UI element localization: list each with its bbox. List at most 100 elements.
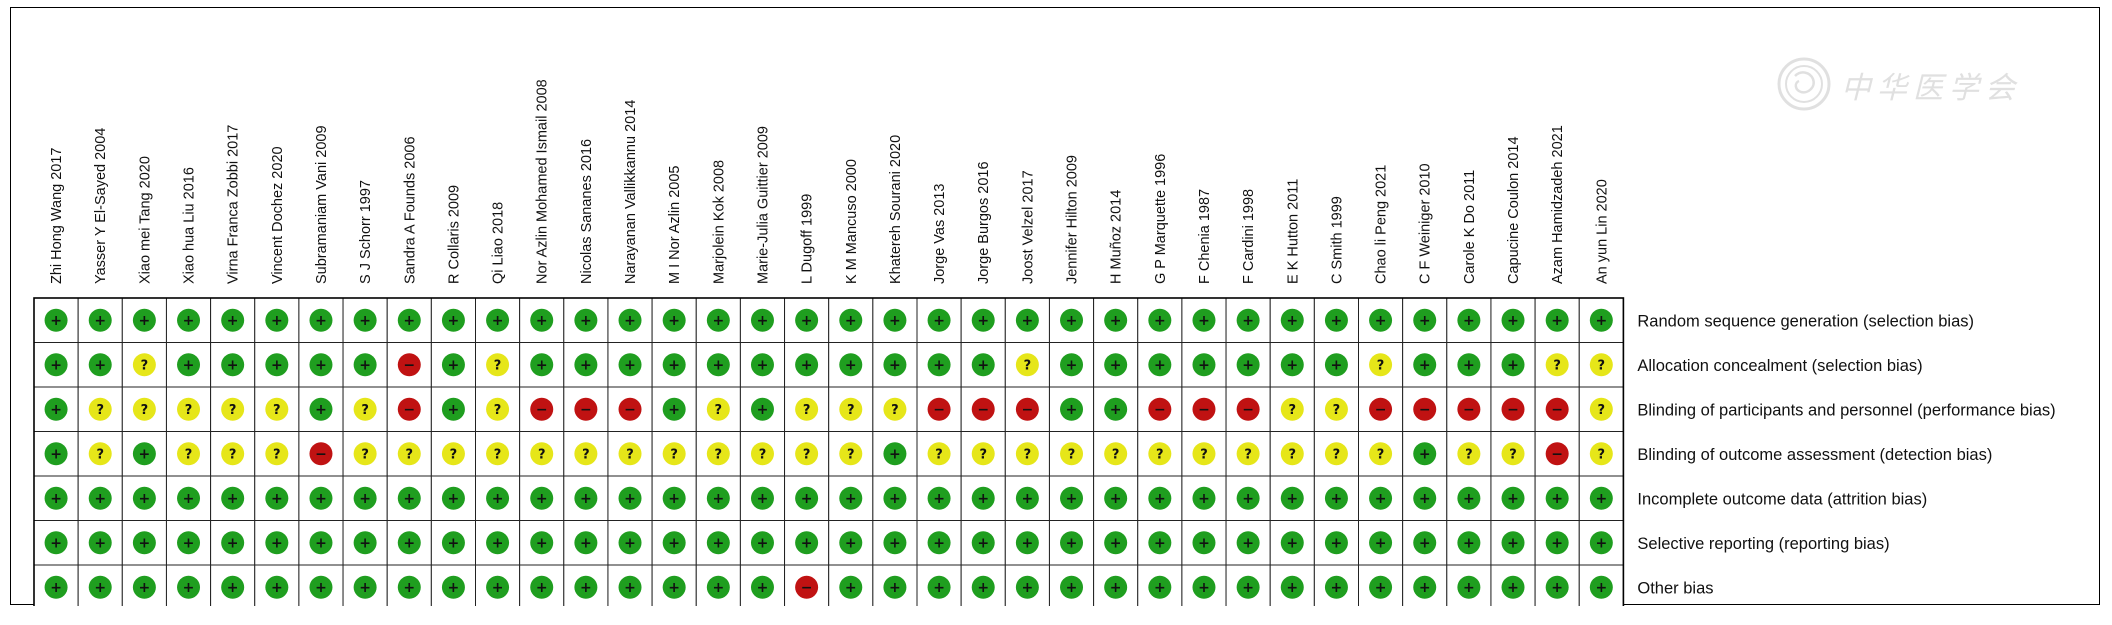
low-risk-symbol: + <box>1066 491 1078 507</box>
low-risk-mark <box>44 308 68 332</box>
low-risk-symbol: + <box>889 491 901 507</box>
unclear-risk-symbol: ? <box>361 447 369 462</box>
low-risk-mark <box>618 531 642 555</box>
low-risk-mark <box>88 486 112 510</box>
study-label-joost-velzel-2017: Joost Velzel 2017 <box>1020 170 1036 284</box>
low-risk-mark <box>1413 486 1437 510</box>
low-risk-mark <box>88 353 112 377</box>
unclear-risk-symbol: ? <box>96 447 104 462</box>
low-risk-mark <box>441 531 465 555</box>
low-risk-symbol: + <box>50 446 62 462</box>
domain-labels: Random sequence generation (selection bi… <box>1637 312 2055 597</box>
unclear-risk-mark <box>574 442 598 466</box>
low-risk-symbol: + <box>1331 313 1343 329</box>
low-risk-symbol: + <box>139 491 151 507</box>
low-risk-symbol: + <box>757 535 769 551</box>
low-risk-symbol: + <box>977 491 989 507</box>
high-risk-symbol: − <box>1375 402 1387 418</box>
low-risk-symbol: + <box>889 313 901 329</box>
low-risk-symbol: + <box>889 357 901 373</box>
low-risk-symbol: + <box>1551 580 1563 596</box>
low-risk-symbol: + <box>1419 491 1431 507</box>
high-risk-symbol: − <box>1198 402 1210 418</box>
low-risk-mark <box>1060 531 1084 555</box>
low-risk-symbol: + <box>1507 357 1519 373</box>
low-risk-symbol: + <box>933 580 945 596</box>
low-risk-symbol: + <box>668 491 680 507</box>
low-risk-symbol: + <box>977 313 989 329</box>
low-risk-symbol: + <box>227 313 239 329</box>
low-risk-symbol: + <box>977 357 989 373</box>
low-risk-mark <box>1413 531 1437 555</box>
low-risk-mark <box>795 486 819 510</box>
low-risk-symbol: + <box>403 580 415 596</box>
low-risk-symbol: + <box>1463 535 1475 551</box>
low-risk-mark <box>1324 308 1348 332</box>
low-risk-mark <box>662 486 686 510</box>
low-risk-mark <box>353 353 377 377</box>
low-risk-mark <box>971 531 995 555</box>
low-risk-mark <box>795 308 819 332</box>
study-label-subramaniam-vani-2009: Subramaniam Vani 2009 <box>314 125 330 284</box>
low-risk-symbol: + <box>757 402 769 418</box>
unclear-risk-symbol: ? <box>1289 447 1297 462</box>
unclear-risk-symbol: ? <box>803 403 811 418</box>
low-risk-symbol: + <box>448 491 460 507</box>
low-risk-mark <box>265 486 289 510</box>
grid-cell <box>165 386 212 432</box>
low-risk-mark <box>441 486 465 510</box>
low-risk-mark <box>706 486 730 510</box>
study-label-xiao-mei-tang-2020: Xiao mei Tang 2020 <box>137 156 153 284</box>
unclear-risk-mark <box>1148 442 1172 466</box>
low-risk-mark <box>750 531 774 555</box>
low-risk-symbol: + <box>1066 313 1078 329</box>
domain-label-incomplete-outcome-data-attrition-bias: Incomplete outcome data (attrition bias) <box>1637 490 1927 508</box>
low-risk-symbol: + <box>1463 357 1475 373</box>
low-risk-mark <box>44 353 68 377</box>
low-risk-symbol: + <box>1242 580 1254 596</box>
unclear-risk-symbol: ? <box>1377 447 1385 462</box>
low-risk-mark <box>706 575 730 599</box>
study-label-s-j-schorr-1997: S J Schorr 1997 <box>358 180 374 284</box>
domain-label-selective-reporting-reporting-bias: Selective reporting (reporting bias) <box>1637 535 1889 553</box>
low-risk-symbol: + <box>845 313 857 329</box>
study-label-h-munoz-2014: H Muñoz 2014 <box>1109 190 1125 284</box>
low-risk-symbol: + <box>845 491 857 507</box>
low-risk-mark <box>1413 308 1437 332</box>
unclear-risk-symbol: ? <box>273 403 281 418</box>
unclear-risk-mark <box>221 442 245 466</box>
low-risk-mark <box>441 308 465 332</box>
low-risk-mark <box>1104 575 1128 599</box>
unclear-risk-symbol: ? <box>450 447 458 462</box>
high-risk-symbol: − <box>315 446 327 462</box>
unclear-risk-mark <box>88 397 112 421</box>
low-risk-mark <box>795 531 819 555</box>
risk-of-bias-chart: 中华医学会 Zhi Hong Wang 2017 Yasser Y El-Saye… <box>33 57 2056 606</box>
low-risk-mark <box>839 308 863 332</box>
unclear-risk-mark <box>706 442 730 466</box>
low-risk-mark <box>662 575 686 599</box>
low-risk-mark <box>706 353 730 377</box>
high-risk-symbol: − <box>403 357 415 373</box>
high-risk-symbol: − <box>1419 402 1431 418</box>
high-risk-symbol: − <box>1242 402 1254 418</box>
low-risk-mark <box>177 575 201 599</box>
high-risk-symbol: − <box>977 402 989 418</box>
low-risk-symbol: + <box>536 535 548 551</box>
low-risk-symbol: + <box>315 580 327 596</box>
low-risk-mark <box>1501 353 1525 377</box>
low-risk-mark <box>1324 353 1348 377</box>
high-risk-mark <box>1501 397 1525 421</box>
low-risk-symbol: + <box>315 313 327 329</box>
low-risk-mark <box>353 486 377 510</box>
low-risk-mark <box>1457 575 1481 599</box>
grid-border <box>33 297 1625 606</box>
low-risk-symbol: + <box>977 535 989 551</box>
low-risk-symbol: + <box>359 491 371 507</box>
low-risk-mark <box>44 575 68 599</box>
low-risk-symbol: + <box>712 491 724 507</box>
study-label-nicolas-sananes-2016: Nicolas Sananes 2016 <box>579 139 595 284</box>
low-risk-symbol: + <box>1507 313 1519 329</box>
high-risk-mark <box>927 397 951 421</box>
low-risk-mark <box>441 575 465 599</box>
